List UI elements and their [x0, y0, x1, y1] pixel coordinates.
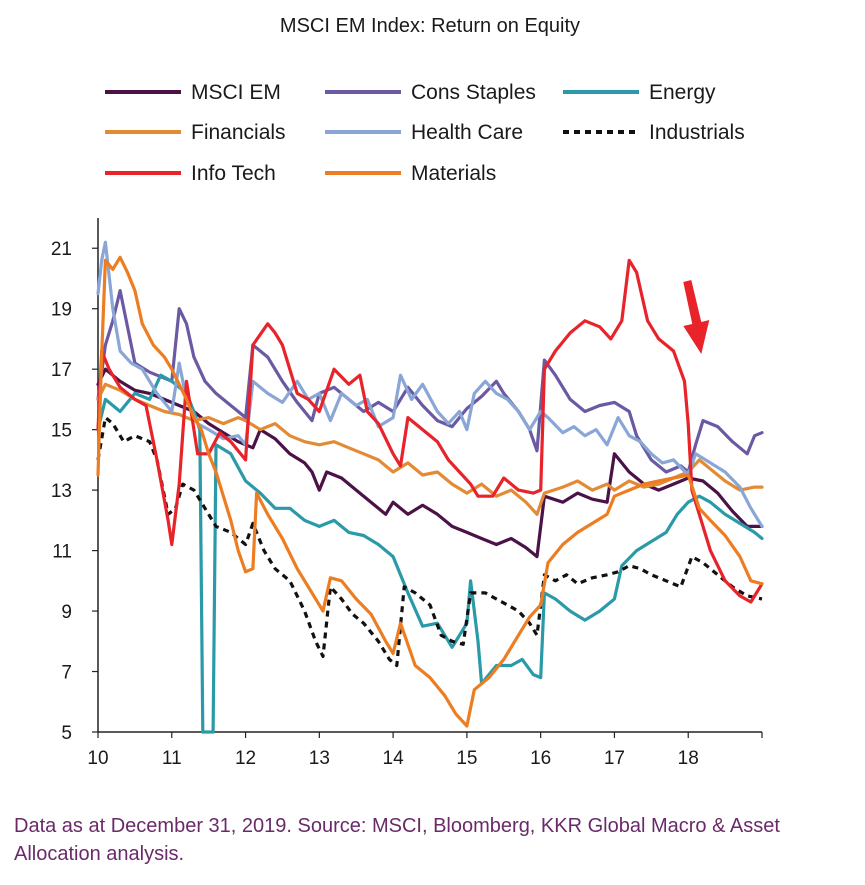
y-tick-label: 13: [51, 481, 72, 502]
legend-label: Financials: [191, 121, 286, 144]
series-line-energy: [96, 373, 764, 734]
y-tick-label: 15: [51, 421, 72, 442]
legend-label: Info Tech: [191, 162, 276, 185]
series-line-industrials: [96, 416, 763, 668]
legend: MSCI EM Cons Staples Energy Financials Healt…: [105, 81, 745, 185]
x-tick-label: 16: [530, 748, 551, 769]
series-line-materials: [96, 255, 764, 728]
x-tick-label: 13: [309, 748, 330, 769]
series-line-info-tech: [96, 258, 764, 604]
y-tick-label: 19: [51, 300, 72, 321]
legend-label: Energy: [649, 81, 716, 104]
axes: 5 7 9 11 13 15 17 19 21 10 11 12 13 14 15 16 17 18: [51, 218, 763, 769]
x-tick-label: 15: [456, 748, 477, 769]
legend-label: Cons Staples: [411, 81, 536, 104]
x-tick-label: 18: [678, 748, 699, 769]
x-tick-label: 12: [235, 748, 256, 769]
red-down-arrow: [683, 280, 710, 355]
legend-label: MSCI EM: [191, 81, 281, 104]
source-note: Data as at December 31, 2019. Source: MS…: [14, 815, 780, 865]
legend-label: Materials: [411, 162, 496, 185]
x-tick-label: 17: [604, 748, 625, 769]
y-tick-label: 5: [61, 723, 72, 744]
series-line-msci-em: [96, 367, 764, 559]
y-tick-label: 17: [51, 360, 72, 381]
x-tick-label: 14: [383, 748, 405, 769]
x-tick-label: 10: [87, 748, 108, 769]
chart-title: MSCI EM Index: Return on Equity: [280, 15, 580, 37]
annotation-layer: [683, 280, 710, 355]
legend-label: Health Care: [411, 121, 523, 144]
y-tick-label: 7: [61, 663, 72, 684]
y-tick-label: 11: [52, 542, 72, 563]
legend-label: Industrials: [649, 121, 745, 144]
y-tick-label: 9: [61, 602, 72, 623]
x-tick-label: 11: [162, 748, 182, 769]
y-tick-label: 21: [51, 239, 72, 260]
series-line-financials: [96, 382, 764, 516]
series-layer: [96, 240, 764, 734]
